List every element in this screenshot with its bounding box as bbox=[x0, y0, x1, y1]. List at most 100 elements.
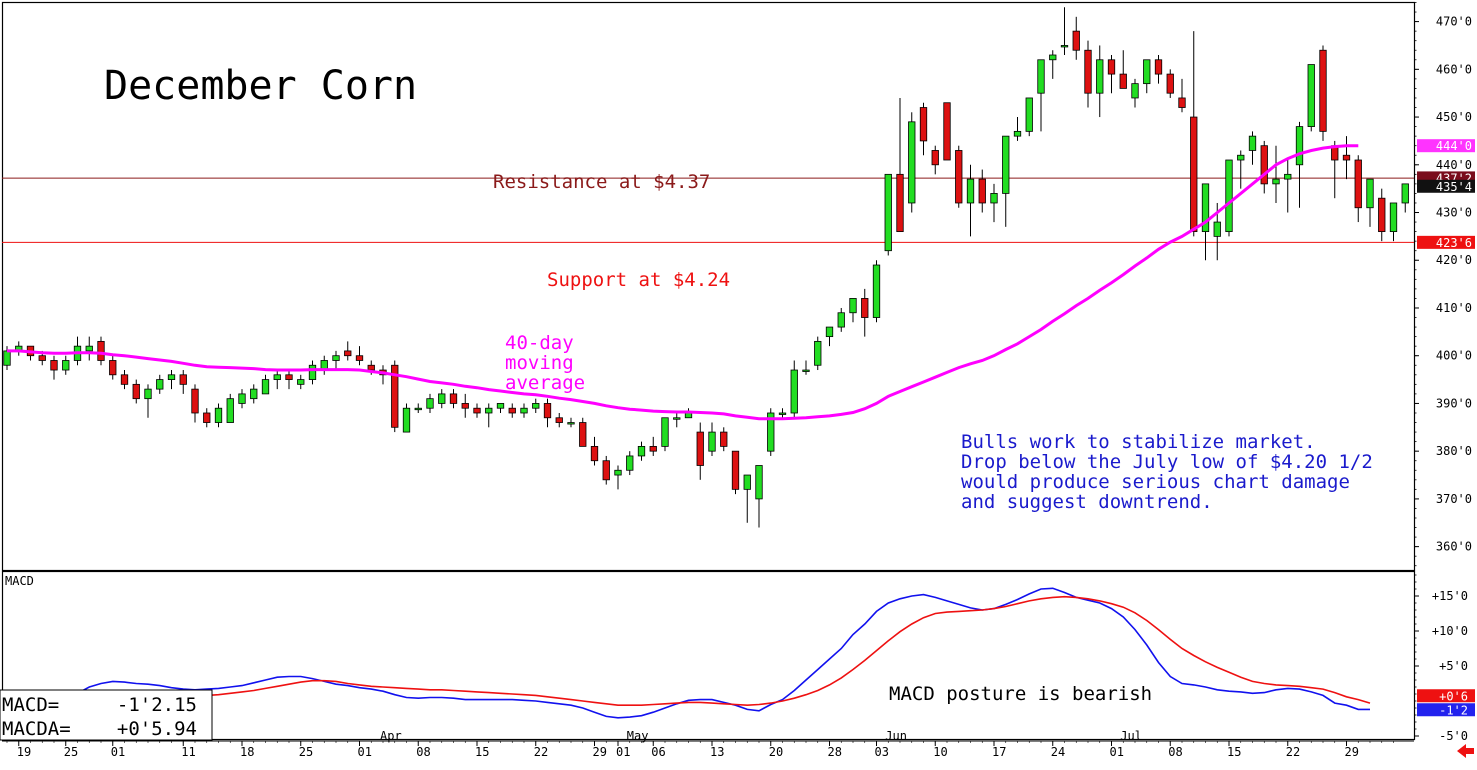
candle-body-down bbox=[1154, 59, 1163, 75]
ma-label-line-1: 40-day bbox=[505, 332, 574, 354]
candle bbox=[837, 307, 845, 332]
macd-axis: +15'0 +10'0 +5'0 -5'0 bbox=[1414, 574, 1468, 743]
candle bbox=[285, 370, 293, 390]
candle bbox=[1401, 183, 1409, 213]
candle-body-down bbox=[861, 298, 869, 318]
candle bbox=[731, 450, 740, 495]
date-axis-tick-label: 29 bbox=[593, 745, 607, 759]
candle bbox=[1072, 16, 1080, 60]
candle bbox=[1354, 155, 1362, 223]
candle bbox=[391, 360, 399, 433]
candle bbox=[955, 145, 963, 208]
candle-body-up bbox=[778, 412, 787, 415]
candle bbox=[167, 370, 176, 390]
candle-body-up bbox=[1037, 59, 1045, 94]
macd-axis-tick-label: +10'0 bbox=[1432, 624, 1468, 638]
candle-body-up bbox=[332, 355, 340, 361]
candle bbox=[1119, 50, 1127, 89]
candle-body-down bbox=[461, 403, 469, 409]
date-axis-tick-label: 01 bbox=[1110, 745, 1124, 759]
scroll-right-arrow-icon[interactable] bbox=[1457, 744, 1474, 758]
candle-body-up bbox=[1201, 183, 1210, 233]
macd-tag bbox=[1417, 689, 1475, 703]
macd-readout-value: -1'2.15 bbox=[117, 694, 197, 716]
date-axis-tick-label: 18 bbox=[240, 745, 254, 759]
candle bbox=[1272, 145, 1280, 203]
candle-body-down bbox=[955, 150, 963, 204]
candle bbox=[1084, 40, 1092, 108]
price-tag-label: 444'0 bbox=[1436, 139, 1472, 153]
date-axis-tick-label: 17 bbox=[992, 745, 1006, 759]
macd-tag bbox=[1417, 703, 1475, 717]
candle-body-down bbox=[919, 107, 928, 142]
macd-axis-tick-label: +15'0 bbox=[1432, 589, 1468, 603]
candle-body-down bbox=[543, 403, 552, 419]
price-axis-tick-label: 370'0 bbox=[1436, 492, 1472, 506]
candle bbox=[1154, 55, 1163, 84]
candle-body-up bbox=[1002, 135, 1010, 194]
date-axis-tick-label: 06 bbox=[651, 745, 665, 759]
candle-body-down bbox=[931, 150, 939, 166]
candle bbox=[297, 374, 305, 390]
date-axis-tick-label: 01 bbox=[616, 745, 630, 759]
candle-body-down bbox=[896, 173, 904, 233]
date-axis-month-label: May bbox=[627, 729, 649, 743]
date-axis-tick-label: 19 bbox=[17, 745, 31, 759]
candle bbox=[1248, 131, 1257, 165]
candle-body-up bbox=[849, 298, 857, 314]
candle bbox=[1166, 69, 1174, 98]
candle-body-up bbox=[496, 403, 505, 409]
candle-body-up bbox=[908, 121, 916, 204]
resistance-label: Resistance at $4.37 bbox=[493, 171, 710, 193]
candle-body-up bbox=[85, 345, 93, 352]
candle-body-down bbox=[590, 445, 599, 462]
candle bbox=[214, 403, 223, 428]
candle-body-up bbox=[156, 379, 164, 390]
candle-body-down bbox=[367, 364, 375, 371]
candle-body-up bbox=[1389, 202, 1398, 233]
candle bbox=[778, 408, 787, 418]
candle-body-down bbox=[508, 407, 516, 414]
candle-body-up bbox=[755, 465, 763, 500]
candle-body-up bbox=[238, 393, 246, 404]
candle bbox=[978, 169, 986, 213]
candle bbox=[1237, 150, 1245, 189]
candle-body-down bbox=[1354, 159, 1362, 209]
candle-body-up bbox=[837, 312, 845, 328]
macd-posture-label: MACD posture is bearish bbox=[889, 683, 1152, 705]
candle-body-down bbox=[179, 374, 187, 385]
price-axis-tick-label: 410'0 bbox=[1436, 301, 1472, 315]
candle-body-up bbox=[1225, 159, 1233, 233]
candle bbox=[132, 379, 140, 404]
price-axis-tick-label: 430'0 bbox=[1436, 206, 1472, 220]
date-axis-tick-label: 11 bbox=[181, 745, 195, 759]
candle-body-up bbox=[990, 193, 998, 204]
candle-body-up bbox=[1248, 135, 1257, 151]
candle bbox=[896, 97, 904, 233]
candle bbox=[802, 360, 810, 375]
candle-body-down bbox=[731, 450, 740, 490]
candle bbox=[355, 346, 364, 366]
candle-body-up bbox=[273, 374, 281, 380]
macd-tag-label: -1'2 bbox=[1439, 703, 1468, 717]
date-axis-tick-label: 15 bbox=[475, 745, 489, 759]
candle-body-up bbox=[402, 407, 411, 433]
date-axis-month-label: Apr bbox=[380, 729, 402, 743]
date-axis-tick-label: 22 bbox=[1286, 745, 1300, 759]
candle bbox=[109, 355, 117, 380]
candle bbox=[649, 436, 657, 456]
candle bbox=[755, 465, 763, 528]
candle bbox=[1319, 45, 1327, 141]
candle-body-down bbox=[38, 355, 46, 361]
candle bbox=[1342, 136, 1351, 180]
candle-body-down bbox=[943, 102, 951, 161]
price-tag bbox=[1417, 139, 1475, 153]
ma-label-line-2: moving bbox=[505, 352, 574, 374]
annotation-line-2: Drop below the July low of $4.20 1/2 bbox=[961, 451, 1373, 473]
chart-title: December Corn bbox=[104, 63, 417, 109]
candle-body-up bbox=[167, 374, 176, 380]
price-tag-label: 423'6 bbox=[1436, 236, 1472, 250]
candle bbox=[637, 441, 646, 461]
candle-body-up bbox=[802, 369, 810, 372]
candle-body-up bbox=[790, 369, 798, 414]
